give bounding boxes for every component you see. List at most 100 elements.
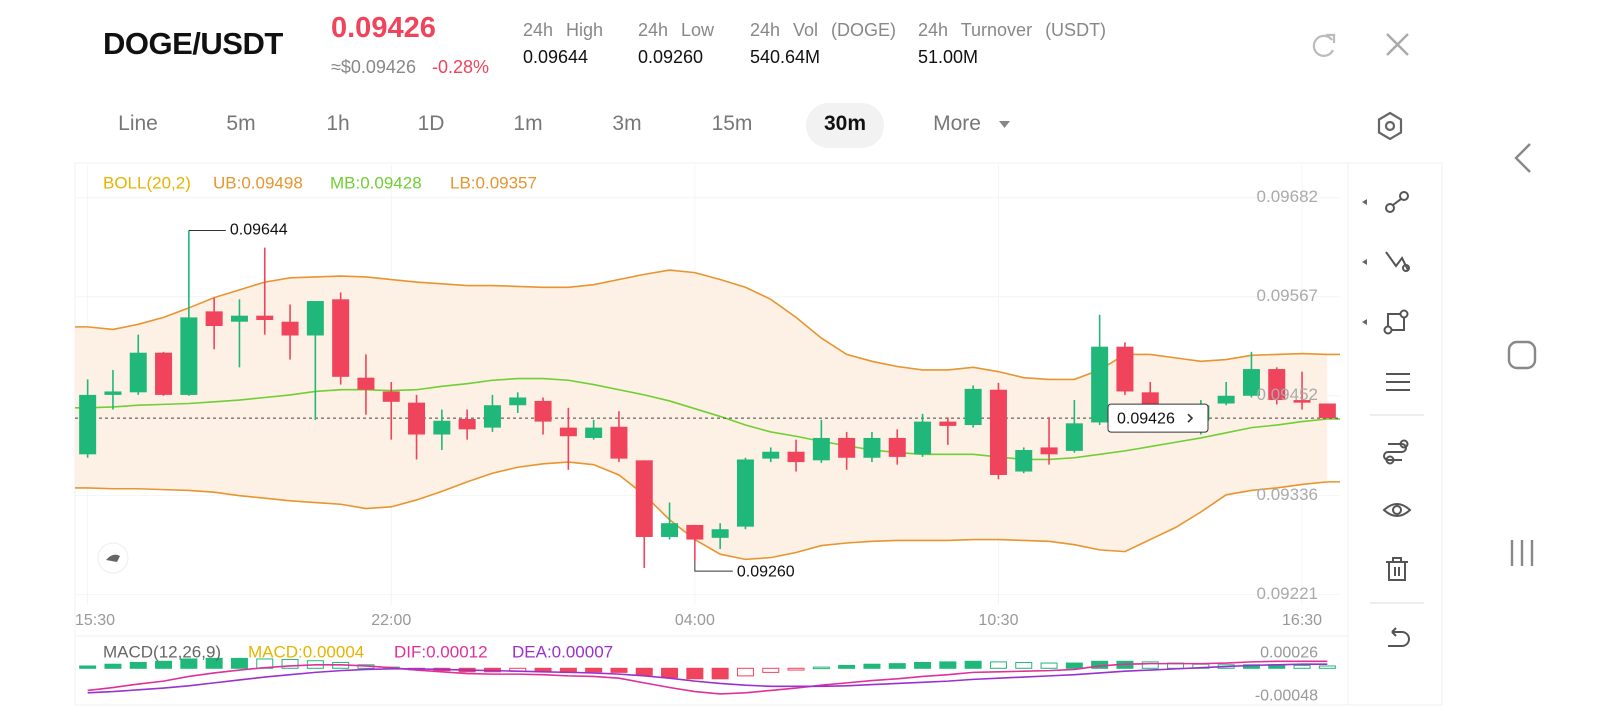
nav-home[interactable] <box>1507 340 1537 370</box>
candle-body <box>1015 450 1033 472</box>
nav-back[interactable] <box>1514 143 1531 173</box>
candle-body <box>256 315 274 320</box>
candle-body <box>661 523 679 537</box>
band-line <box>75 377 1340 461</box>
y-tick-label: 0.09682 <box>1257 187 1318 206</box>
close-icon[interactable] <box>1386 33 1409 56</box>
last-price-label[interactable]: 0.09426 <box>1117 410 1175 427</box>
candle-body <box>306 301 324 336</box>
trend-tool[interactable] <box>1385 203 1395 213</box>
candle-body <box>1116 346 1134 392</box>
candle-body <box>1318 403 1336 419</box>
timeframe-tab[interactable]: 5m <box>226 112 256 135</box>
y-tick-label: 0.09567 <box>1257 286 1318 305</box>
annotation-leader <box>694 561 733 572</box>
pair: DOGE/USDT <box>103 26 283 61</box>
candle-body <box>509 397 527 406</box>
last-price-arrow[interactable] <box>1187 413 1194 423</box>
visibility-toggle[interactable] <box>97 542 129 574</box>
macd-title: MACD(12,26,9) <box>103 642 221 661</box>
stat-value: 0.09260 <box>638 47 704 67</box>
macd-bar <box>180 658 198 669</box>
close-icon[interactable] <box>1386 33 1409 56</box>
band-line <box>75 461 1340 561</box>
annotation-label: 0.09644 <box>230 222 288 239</box>
macd-bar <box>964 660 982 669</box>
macd-bar <box>888 663 906 669</box>
fib-tool[interactable] <box>1386 373 1410 391</box>
timeframe-tab[interactable]: 15m <box>711 112 753 135</box>
timeframe-tab[interactable]: Line <box>118 112 158 135</box>
dropdown-arrow[interactable] <box>999 121 1010 128</box>
candle-body <box>433 420 451 435</box>
macd-bar <box>1065 662 1083 669</box>
macd-line <box>87 660 1328 695</box>
line-tool[interactable] <box>1402 264 1410 272</box>
timeframe-tab[interactable]: More <box>933 112 981 135</box>
candle-body <box>180 317 198 395</box>
usd-price: ≈$0.09426 <box>331 57 416 77</box>
timeframe-tab[interactable]: 1m <box>513 112 543 135</box>
timeframe-tab[interactable]: 3m <box>612 112 642 135</box>
stat-label: 24h Low <box>638 20 715 40</box>
magnet-tool[interactable] <box>1399 439 1409 449</box>
settings-icon[interactable] <box>1384 120 1396 132</box>
macd-bar <box>914 661 932 669</box>
toolbar[interactable] <box>1362 191 1424 647</box>
refresh-icon[interactable] <box>1326 33 1336 43</box>
candle-body <box>230 315 248 322</box>
candle-body <box>79 394 97 455</box>
macd-bar <box>104 663 122 669</box>
nav-recent[interactable] <box>1510 540 1534 566</box>
shape-tool[interactable] <box>1387 313 1405 331</box>
undo-tool[interactable] <box>1388 627 1410 647</box>
candle-body <box>155 352 173 395</box>
timeframe-tab[interactable]: 1D <box>417 112 445 135</box>
settings-icon[interactable] <box>1377 111 1403 141</box>
trend-tool[interactable] <box>1392 198 1402 206</box>
line-tool[interactable] <box>1385 251 1409 271</box>
y-tick-label: 0.09336 <box>1257 485 1318 504</box>
x-tick-label: 15:30 <box>75 612 115 629</box>
y-tick-label: 0.09221 <box>1257 584 1318 603</box>
trend-tool[interactable] <box>1399 191 1409 201</box>
settings-icon[interactable] <box>1377 111 1403 141</box>
y-tick-label: -0.00048 <box>1255 687 1318 704</box>
candle-body <box>888 437 906 457</box>
stat-label: 24h Vol (DOGE) <box>750 20 897 40</box>
eye-tool[interactable] <box>1382 503 1412 517</box>
candle-body <box>736 459 754 527</box>
magnet-tool[interactable] <box>1383 443 1407 461</box>
last-price-box[interactable] <box>1107 403 1209 433</box>
macd-bar <box>812 666 830 670</box>
delete-tool[interactable] <box>1386 557 1408 581</box>
shape-tool[interactable] <box>1383 325 1393 335</box>
shape-tool[interactable] <box>1399 309 1409 319</box>
refresh-icon[interactable] <box>1312 34 1335 57</box>
magnet-tool[interactable] <box>1385 455 1395 465</box>
candle-body <box>1268 369 1286 401</box>
macd-bar <box>787 667 805 671</box>
legend-entry: DIF:0.00012 <box>394 642 488 661</box>
x-tick-label: 10:30 <box>978 612 1018 629</box>
candle-body <box>711 529 729 538</box>
timeframe-tab[interactable]: 30m <box>823 112 867 135</box>
macd-bar <box>534 667 552 672</box>
expand-arrow[interactable] <box>1362 199 1367 325</box>
macd-bar <box>281 659 299 669</box>
eye-tool[interactable] <box>1392 505 1402 515</box>
macd-bar <box>661 667 679 679</box>
visibility-toggle[interactable] <box>106 554 120 562</box>
active-tab-pill <box>806 103 884 148</box>
macd-bar <box>230 657 248 669</box>
candle-body <box>382 391 400 402</box>
x-tick-label: 22:00 <box>371 612 411 629</box>
refresh-icon[interactable] <box>1312 33 1336 57</box>
candle-body <box>1217 395 1235 404</box>
system-nav[interactable] <box>1507 143 1537 566</box>
candle-body <box>964 388 982 426</box>
timeframe-tab[interactable]: 1h <box>326 112 350 135</box>
y-tick-label: 0.09452 <box>1257 385 1318 404</box>
candle-body <box>332 299 350 377</box>
macd-bar <box>1141 661 1159 669</box>
